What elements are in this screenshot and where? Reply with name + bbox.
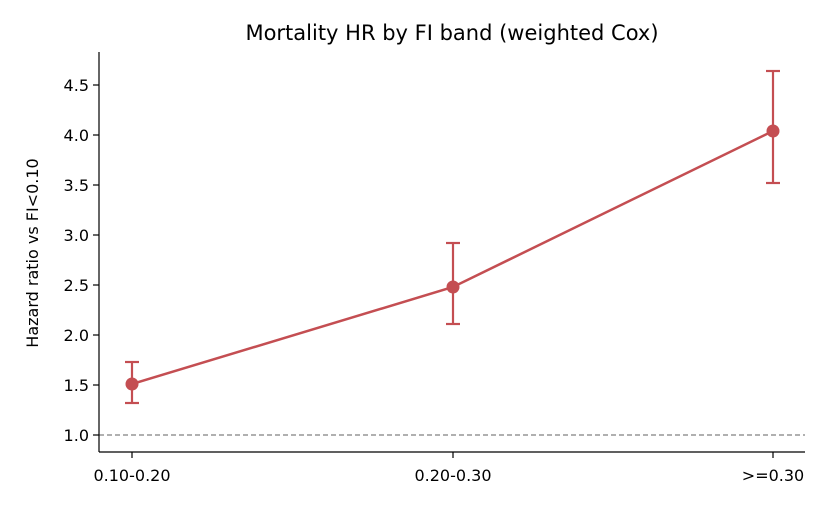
data-point: [766, 124, 780, 138]
x-tick-label: 0.20-0.30: [414, 466, 491, 485]
data-point: [125, 377, 139, 391]
y-tick-label: 1.0: [64, 426, 89, 445]
y-tick-label: 2.0: [64, 326, 89, 345]
y-tick-label: 3.5: [64, 176, 89, 195]
x-tick-label: >=0.30: [742, 466, 804, 485]
y-tick-label: 1.5: [64, 376, 89, 395]
y-tick-label: 3.0: [64, 226, 89, 245]
y-axis-label: Hazard ratio vs FI<0.10: [23, 158, 42, 347]
chart-title: Mortality HR by FI band (weighted Cox): [245, 21, 658, 45]
data-point: [446, 280, 460, 294]
y-tick-label: 4.0: [64, 126, 89, 145]
plot-area: 1.0 1.5 2.0 2.5 3.0 3.5 4.0 4.5 0.10-0.20 0.20-0.…: [64, 52, 805, 485]
y-tick-label: 4.5: [64, 76, 89, 95]
y-tick-label: 2.5: [64, 276, 89, 295]
x-tick-label: 0.10-0.20: [93, 466, 170, 485]
